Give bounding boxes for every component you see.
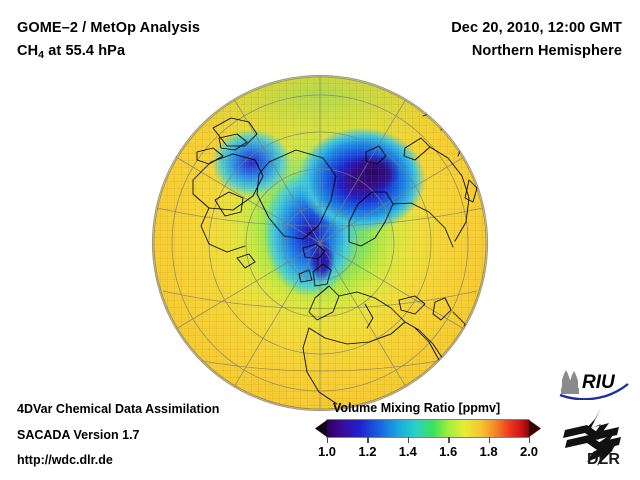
colorbar-gradient — [327, 420, 529, 437]
colorbar-title: Volume Mixing Ratio [ppmv] — [333, 401, 501, 415]
colorbar: 1.0 1.2 1.4 1.6 1.8 2.0 — [314, 418, 542, 459]
colorbar-tick-label: 1.2 — [358, 444, 377, 459]
level-text: at 55.4 hPa — [44, 43, 126, 59]
coastlines — [192, 109, 478, 405]
colorbar-tick — [448, 437, 450, 443]
species-subscript: 4 — [38, 49, 45, 61]
species-formula: CH — [17, 43, 39, 59]
footer-line-url[interactable]: http://wdc.dlr.de — [17, 453, 113, 467]
colorbar-tick-label: 1.4 — [398, 444, 417, 459]
colorbar-ticks — [327, 437, 531, 443]
region-label: Northern Hemisphere — [471, 43, 622, 59]
colorbar-tick — [529, 437, 531, 443]
cathedral-icon — [561, 370, 579, 394]
colorbar-tick — [327, 437, 329, 443]
colorbar-tick-label: 1.0 — [317, 444, 337, 459]
colorbar-tick-label: 1.6 — [439, 444, 458, 459]
dlr-logo: DLR — [563, 408, 621, 468]
footer-line-method: 4DVar Chemical Data Assimilation — [17, 402, 220, 416]
colorbar-tick-label: 2.0 — [519, 444, 539, 459]
colorbar-tick-label: 1.8 — [479, 444, 498, 459]
colorbar-tick-labels: 1.0 1.2 1.4 1.6 1.8 2.0 — [314, 444, 542, 462]
riu-swoosh — [559, 383, 629, 400]
datetime-label: Dec 20, 2010, 12:00 GMT — [451, 20, 622, 36]
globe-map — [153, 76, 487, 410]
dlr-wordmark: DLR — [587, 451, 620, 468]
footer-line-version: SACADA Version 1.7 — [17, 428, 140, 442]
colorbar-tick — [488, 437, 490, 443]
dlr-mark-icon — [563, 408, 621, 466]
riu-logo: RIU — [559, 370, 629, 400]
species-level-label: CH4 at 55.4 hPa — [17, 43, 125, 61]
page-title: GOME–2 / MetOp Analysis — [17, 20, 201, 36]
riu-wordmark: RIU — [582, 372, 616, 393]
colorbar-tick — [407, 437, 410, 443]
globe-disc — [153, 76, 487, 410]
colorbar-low-arrow — [315, 420, 327, 437]
globe-limb-shading — [153, 76, 487, 410]
colorbar-tick — [367, 437, 369, 443]
colorbar-high-arrow — [529, 420, 541, 437]
